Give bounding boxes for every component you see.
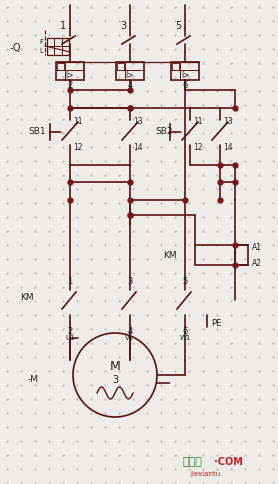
Text: 11: 11: [73, 118, 83, 126]
Text: 13: 13: [223, 118, 233, 126]
Text: 3: 3: [112, 375, 118, 385]
Text: V1: V1: [125, 335, 135, 341]
Text: KM: KM: [20, 293, 34, 302]
Text: 6: 6: [182, 327, 188, 335]
Text: SB2: SB2: [155, 127, 173, 136]
Text: ·COM: ·COM: [214, 457, 242, 467]
Text: L: L: [39, 48, 43, 54]
Text: 6: 6: [182, 81, 188, 91]
Text: 1: 1: [67, 277, 73, 287]
Text: 3: 3: [120, 21, 126, 31]
Bar: [116, 62, 144, 80]
Text: SB1: SB1: [28, 127, 46, 136]
Text: I>: I>: [181, 71, 189, 79]
Text: 12: 12: [193, 142, 202, 151]
Text: KM: KM: [163, 251, 177, 259]
Text: 3: 3: [127, 277, 133, 287]
Bar: [56, 62, 84, 80]
Text: -M: -M: [28, 376, 39, 384]
Text: F: F: [39, 39, 43, 45]
Text: W1: W1: [179, 335, 191, 341]
Bar: [117, 63, 124, 70]
Text: 4: 4: [127, 81, 133, 91]
Text: 4: 4: [127, 327, 133, 335]
Text: 5: 5: [175, 21, 181, 31]
Bar: [171, 62, 199, 80]
Text: I>: I>: [66, 71, 74, 79]
Bar: [172, 63, 179, 70]
Text: I>: I>: [126, 71, 134, 79]
Text: 14: 14: [133, 142, 143, 151]
Text: 12: 12: [73, 142, 83, 151]
Text: PE: PE: [211, 318, 221, 328]
Text: 11: 11: [193, 118, 202, 126]
Text: 1: 1: [60, 21, 66, 31]
Text: 2: 2: [67, 327, 73, 335]
Text: A2: A2: [252, 258, 262, 268]
Bar: [47, 38, 69, 55]
Text: 5: 5: [182, 277, 188, 287]
Bar: [57, 63, 64, 70]
Text: 接线图: 接线图: [182, 457, 202, 467]
Text: jiexiantu: jiexiantu: [190, 471, 220, 477]
Bar: [195, 245, 248, 265]
Text: -Q: -Q: [10, 43, 21, 53]
Text: U1: U1: [65, 335, 75, 341]
Text: 2: 2: [67, 81, 73, 91]
Text: 14: 14: [223, 142, 233, 151]
Text: M: M: [110, 361, 120, 374]
Text: 13: 13: [133, 118, 143, 126]
Text: A1: A1: [252, 242, 262, 252]
